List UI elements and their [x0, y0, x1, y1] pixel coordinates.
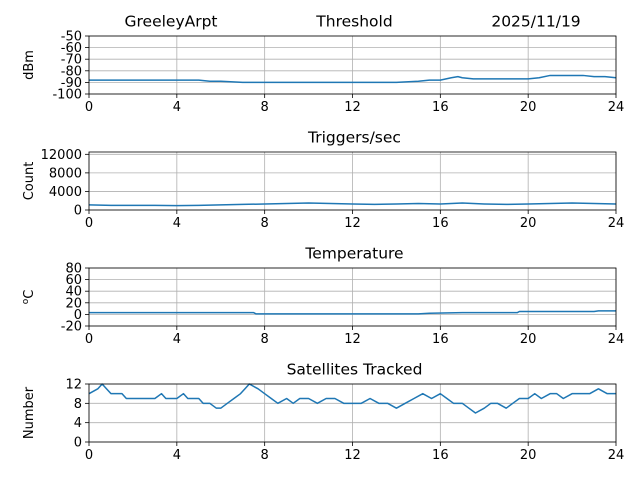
x-tick-label: 8: [261, 448, 269, 463]
y-tick-label: 8: [74, 397, 82, 412]
x-tick-label: 24: [608, 448, 625, 463]
y-tick-label: 20: [65, 296, 82, 311]
panel-title: Triggers/sec: [307, 129, 401, 147]
x-tick-label: 24: [608, 332, 625, 347]
panel-title: Threshold: [315, 13, 392, 31]
y-tick-label: -90: [61, 76, 82, 91]
x-tick-label: 0: [85, 448, 93, 463]
y-tick-label: -20: [61, 320, 82, 335]
x-tick-label: 0: [85, 100, 93, 115]
y-tick-label: 80: [65, 262, 82, 277]
panel-1: 0 4 8 12 16 20 24 -100-90-80-70-60-50 Threshold d…: [22, 13, 624, 116]
x-tick-label: 16: [432, 100, 449, 115]
x-tick-label: 4: [173, 216, 181, 231]
y-axis-label: oC: [21, 290, 37, 305]
y-tick-label: -100: [52, 88, 82, 103]
degree-symbol: o: [21, 298, 31, 304]
x-tick-label: 20: [520, 448, 537, 463]
x-tick-label: 8: [261, 100, 269, 115]
y-tick-label: 12000: [41, 148, 82, 163]
series-line: [89, 74, 617, 84]
panel-4: 0 4 8 12 16 20 24 0 4 8 12 Satellites Tracked Number: [22, 361, 624, 464]
series-line: [89, 310, 616, 315]
y-tick-label: 40: [65, 285, 82, 300]
x-tick-label: 0: [85, 332, 93, 347]
x-tick-label: 20: [520, 332, 537, 347]
station-label: GreeleyArpt: [124, 13, 217, 31]
y-tick-label: -50: [61, 30, 82, 45]
y-tick-label: 0: [74, 204, 82, 219]
y-tick-label: 8000: [49, 166, 82, 181]
series-line: [88, 383, 616, 414]
x-tick-label: 4: [173, 332, 181, 347]
x-tick-label: 12: [344, 332, 361, 347]
y-tick-label: 0: [74, 308, 82, 323]
x-tick-label: 8: [261, 332, 269, 347]
x-tick-label: 8: [261, 216, 269, 231]
x-tick-label: 12: [344, 216, 361, 231]
y-tick-label: -80: [61, 64, 82, 79]
x-tick-label: 4: [173, 448, 181, 463]
date-label: 2025/11/19: [491, 13, 580, 31]
y-tick-label: 4000: [49, 185, 82, 200]
x-tick-label: 24: [608, 100, 625, 115]
y-tick-label: 60: [65, 273, 82, 288]
panel-title: Satellites Tracked: [287, 361, 423, 379]
x-tick-label: 0: [85, 216, 93, 231]
y-tick-label: 4: [74, 416, 82, 431]
x-tick-label: 16: [432, 448, 449, 463]
y-axis-label: Number: [22, 386, 37, 439]
x-tick-label: 20: [520, 100, 537, 115]
celsius-letter: C: [22, 290, 37, 299]
x-tick-label: 16: [432, 216, 449, 231]
y-tick-label: 12: [65, 378, 82, 393]
x-tick-label: 12: [344, 100, 361, 115]
x-tick-label: 24: [608, 216, 625, 231]
x-tick-label: 12: [344, 448, 361, 463]
y-axis-label: dBm: [22, 50, 37, 80]
series-line: [88, 202, 617, 207]
panel-title: Temperature: [304, 245, 403, 263]
y-tick-label: 0: [74, 436, 82, 451]
y-tick-label: -70: [61, 53, 82, 68]
y-axis-label: Count: [22, 162, 37, 201]
x-tick-label: 16: [432, 332, 449, 347]
x-tick-label: 4: [173, 100, 181, 115]
x-tick-label: 20: [520, 216, 537, 231]
panel-2: 0 4 8 12 16 20 24 0 4000 8000 12000 Triggers/sec Cou…: [22, 129, 624, 232]
y-tick-label: -60: [61, 41, 82, 56]
